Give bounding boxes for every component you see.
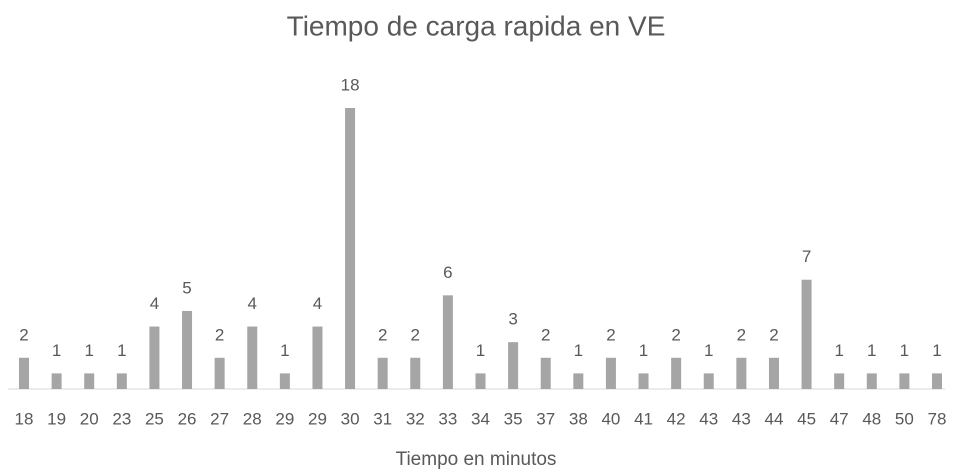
x-tick-label: 48 <box>862 409 881 428</box>
x-tick-label: 29 <box>308 409 327 428</box>
x-tick-label: 43 <box>699 409 718 428</box>
data-label: 3 <box>508 310 517 329</box>
data-label: 5 <box>182 278 191 297</box>
bar <box>279 373 290 389</box>
data-label: 4 <box>313 294 322 313</box>
data-label: 4 <box>248 294 257 313</box>
bar <box>605 357 616 389</box>
data-label: 1 <box>932 341 941 360</box>
bar <box>573 373 584 389</box>
data-label: 1 <box>117 341 126 360</box>
x-tick-label: 38 <box>569 409 588 428</box>
x-tick-label: 27 <box>210 409 229 428</box>
x-tick-label: 37 <box>536 409 555 428</box>
data-label: 6 <box>443 263 452 282</box>
x-tick-label: 35 <box>504 409 523 428</box>
bar <box>51 373 62 389</box>
x-tick-label: 25 <box>145 409 164 428</box>
x-tick-label: 47 <box>830 409 849 428</box>
bar <box>540 357 551 389</box>
x-tick-label: 32 <box>406 409 425 428</box>
data-label: 2 <box>19 325 28 344</box>
data-label: 4 <box>150 294 159 313</box>
data-label: 1 <box>704 341 713 360</box>
data-label: 1 <box>639 341 648 360</box>
data-label: 2 <box>606 325 615 344</box>
bar <box>84 373 95 389</box>
data-label: 1 <box>867 341 876 360</box>
x-tick-label: 33 <box>438 409 457 428</box>
x-tick-label: 44 <box>765 409 784 428</box>
bar <box>247 326 258 389</box>
chart-title: Tiempo de carga rapida en VE <box>287 10 666 41</box>
bar <box>671 357 682 389</box>
x-tick-label: 19 <box>47 409 66 428</box>
x-tick-label: 40 <box>601 409 620 428</box>
bar <box>736 357 747 389</box>
data-label: 7 <box>802 247 811 266</box>
x-tick-label: 45 <box>797 409 816 428</box>
x-tick-label: 20 <box>80 409 99 428</box>
bar <box>116 373 127 389</box>
data-label: 1 <box>52 341 61 360</box>
data-label: 2 <box>769 325 778 344</box>
bar <box>345 108 356 389</box>
x-tick-label: 50 <box>895 409 914 428</box>
x-axis-label: Tiempo en minutos <box>396 449 557 470</box>
x-tick-label: 41 <box>634 409 653 428</box>
bar <box>768 357 779 389</box>
bar <box>312 326 323 389</box>
bar <box>703 373 714 389</box>
data-label: 1 <box>476 341 485 360</box>
bar <box>638 373 649 389</box>
bar <box>801 279 812 389</box>
bar <box>442 295 453 389</box>
data-label: 1 <box>574 341 583 360</box>
bar <box>149 326 160 389</box>
x-tick-label: 42 <box>667 409 686 428</box>
bar <box>834 373 845 389</box>
data-label: 2 <box>378 325 387 344</box>
x-tick-label: 30 <box>341 409 360 428</box>
data-label: 1 <box>834 341 843 360</box>
data-label: 18 <box>341 75 360 94</box>
data-label: 1 <box>84 341 93 360</box>
bar <box>475 373 486 389</box>
bar <box>214 357 225 389</box>
data-label: 1 <box>280 341 289 360</box>
x-tick-label: 78 <box>928 409 947 428</box>
data-label: 2 <box>411 325 420 344</box>
bar <box>19 357 29 389</box>
x-tick-label: 43 <box>732 409 751 428</box>
bar <box>932 373 942 389</box>
bar <box>866 373 877 389</box>
bar <box>377 357 388 389</box>
data-label: 2 <box>541 325 550 344</box>
x-tick-label: 28 <box>243 409 262 428</box>
x-tick-label: 26 <box>178 409 197 428</box>
x-tick-label: 31 <box>373 409 392 428</box>
x-tick-label: 18 <box>15 409 34 428</box>
x-tick-label: 23 <box>112 409 131 428</box>
data-label: 2 <box>215 325 224 344</box>
data-label: 1 <box>900 341 909 360</box>
bar <box>899 373 910 389</box>
x-tick-label: 34 <box>471 409 490 428</box>
bar <box>182 310 193 389</box>
data-label: 2 <box>737 325 746 344</box>
bar <box>508 342 519 389</box>
x-tick-label: 29 <box>275 409 294 428</box>
data-label: 2 <box>671 325 680 344</box>
bar <box>410 357 421 389</box>
